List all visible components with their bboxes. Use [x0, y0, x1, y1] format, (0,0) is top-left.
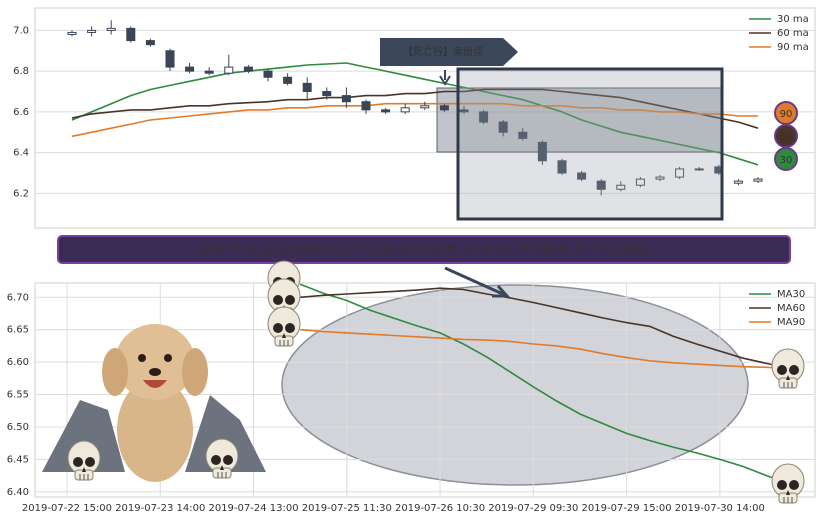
candle-body: [675, 168, 685, 178]
banner-text: 2019-07-24 14:00:00至2019-07-30 15:00:00 …: [199, 243, 649, 256]
candle-body: [596, 180, 606, 190]
candle-body: [655, 176, 665, 180]
x-tick-label: 2019-07-25 11:30: [302, 503, 392, 514]
candle-body: [616, 184, 626, 190]
legend-label: MA30: [777, 289, 805, 300]
x-tick-label: 2019-07-23 14:00: [115, 503, 205, 514]
candle-body: [243, 66, 253, 72]
x-tick-label: 2019-07-26 10:30: [395, 503, 485, 514]
candle-body: [165, 50, 175, 68]
candle-body: [420, 105, 430, 109]
candle-body: [283, 76, 293, 84]
ma-line: [300, 287, 790, 370]
candle-body: [381, 109, 391, 113]
candle-body: [126, 27, 136, 42]
candle-body: [400, 107, 410, 113]
dog-head: [115, 324, 195, 400]
candle-body: [341, 95, 351, 103]
legend-label: 30 ma: [777, 14, 809, 25]
x-tick-label: 2019-07-30 14:00: [675, 503, 765, 514]
candle-body: [577, 172, 587, 180]
ma-line: [71, 62, 759, 166]
y-tick-label: 7.0: [13, 25, 29, 36]
candle-body: [106, 27, 116, 31]
y-tick-label: 6.4: [13, 148, 29, 159]
candle-body: [479, 111, 489, 123]
mountain: [42, 400, 125, 472]
candle-body: [537, 141, 547, 162]
dog-ear: [182, 348, 208, 396]
candle-body: [263, 70, 273, 78]
candle-body: [753, 178, 763, 182]
dog-nose: [149, 368, 161, 376]
y-tick-label: 6.70: [7, 292, 29, 303]
candle-body: [694, 168, 704, 171]
zone-ellipse: [281, 284, 749, 486]
candle-body: [518, 131, 528, 139]
x-tick-label: 2019-07-29 15:00: [582, 503, 672, 514]
legend-label: 60 ma: [777, 28, 809, 39]
candle-body: [185, 66, 195, 72]
dog-ear: [102, 348, 128, 396]
candle-body: [439, 105, 449, 111]
end-badge: [774, 147, 798, 171]
end-badge-label: 30: [780, 155, 793, 166]
banner: [57, 235, 791, 264]
legend-label: MA90: [777, 317, 805, 328]
ma-line: [299, 283, 791, 485]
x-tick-label: 2019-07-24 13:00: [208, 503, 298, 514]
y-tick-label: 6.55: [7, 390, 29, 401]
candle-body: [87, 29, 97, 33]
callout-text: 【死亡谷】卖出点: [403, 45, 483, 58]
candle-body: [498, 121, 508, 133]
y-tick-label: 6.45: [7, 454, 29, 465]
y-tick-label: 6.65: [7, 325, 29, 336]
dog-body: [117, 378, 193, 482]
candle-body: [67, 31, 77, 35]
candle-body: [557, 160, 567, 174]
dog-eye: [138, 354, 146, 362]
candle-body: [733, 180, 743, 184]
ma-line: [71, 102, 758, 138]
callout-pointer: [439, 70, 451, 86]
banner-arrow: [444, 266, 511, 298]
legend-label: MA60: [777, 303, 805, 314]
candle-body: [224, 66, 234, 74]
y-tick-label: 6.60: [7, 357, 29, 368]
candle-body: [204, 70, 214, 74]
zone-frame: [456, 67, 724, 221]
y-tick-label: 6.40: [7, 487, 29, 498]
callout-shape: [380, 38, 518, 66]
candle-body: [635, 178, 645, 186]
y-tick-label: 6.50: [7, 422, 29, 433]
candle-body: [145, 40, 155, 46]
y-tick-label: 6.8: [13, 66, 29, 77]
candle-body: [361, 101, 371, 111]
ma-line: [300, 328, 790, 370]
y-tick-label: 6.6: [13, 107, 29, 118]
candle-body: [322, 91, 332, 97]
candle-body: [302, 82, 312, 93]
ma-line: [71, 88, 759, 129]
legend-label: 90 ma: [777, 42, 809, 53]
end-badge-label: 60: [780, 132, 793, 143]
x-tick-label: 2019-07-22 15:00: [22, 503, 112, 514]
dog-mouth: [143, 380, 167, 388]
dog-eye: [164, 354, 172, 362]
candle-body: [459, 109, 469, 113]
mountain: [185, 395, 266, 472]
end-badge-label: 90: [780, 109, 793, 120]
y-tick-label: 6.2: [13, 188, 29, 199]
x-tick-label: 2019-07-29 09:30: [488, 503, 578, 514]
